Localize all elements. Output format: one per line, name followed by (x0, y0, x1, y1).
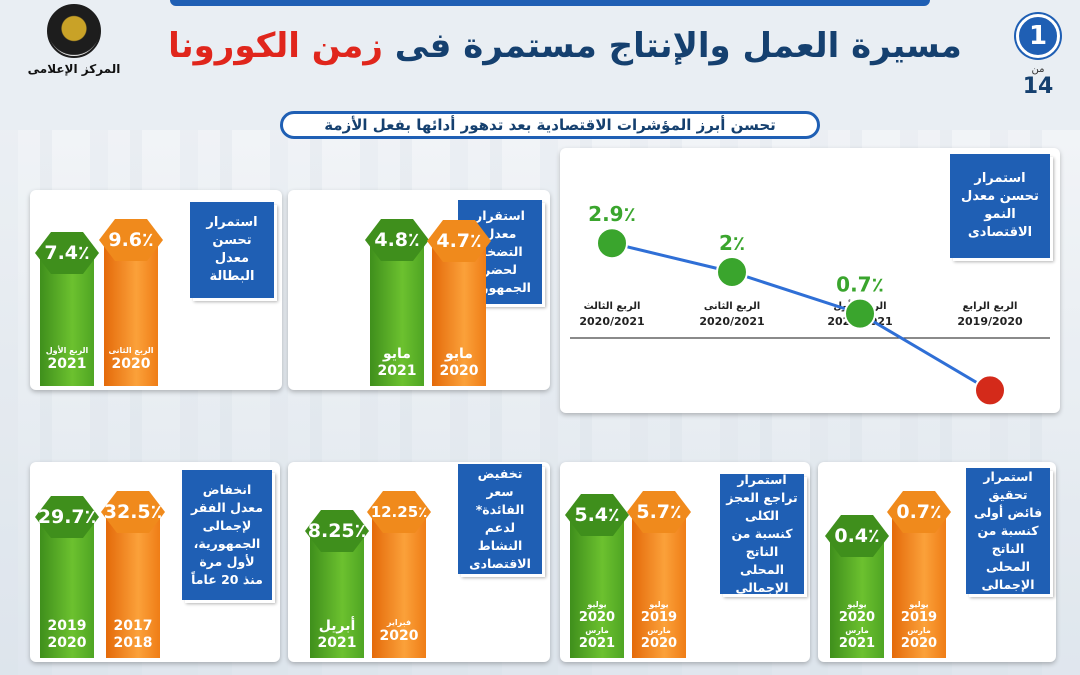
x-tick-label: 2019/2020 (957, 315, 1023, 328)
period-text: يوليو (587, 600, 607, 609)
data-label: 0.4٪ (825, 515, 889, 557)
bar (632, 508, 686, 658)
primary-surplus-panel: استمرار تحقيق فائض أولى كنسبة من الناتج … (818, 462, 1056, 662)
bar (892, 508, 946, 658)
period-label: يوليو 2019 مارس 2020 (632, 600, 686, 652)
period-label: مايو 2020 (432, 346, 486, 380)
period-text: يوليو (847, 600, 867, 609)
overall-deficit-panel: استمرار تراجع العجز الكلى كنسبة من النات… (560, 462, 810, 662)
x-tick-label: 2020/2021 (579, 315, 644, 328)
period-text: الربع الثانى (108, 346, 154, 355)
overall-deficit-note: استمرار تراجع العجز الكلى كنسبة من النات… (720, 472, 804, 595)
period-text: 2021 (377, 363, 417, 379)
period-text: الربع الأول (45, 346, 89, 355)
period-label: أبريل 2021 (310, 618, 364, 652)
period-text: فبراير (386, 618, 412, 627)
title-highlight: زمن الكورونا (168, 26, 383, 66)
bar (370, 236, 424, 386)
x-tick-label: الربع الثالث (584, 301, 641, 312)
period-text: مايو (383, 346, 411, 362)
data-label: 0.7٪ (836, 273, 884, 297)
top-accent-bar (170, 0, 930, 6)
period-text: يوليو (649, 600, 669, 609)
bar (106, 508, 160, 658)
gdp-growth-panel: الربع الثالث 2020/2021 الربع الثانى 2020/20… (560, 148, 1060, 433)
period-label: يوليو 2020 مارس 2021 (830, 600, 884, 652)
period-text: 2020 (47, 635, 87, 651)
data-point (974, 374, 1006, 407)
inflation-panel: استقرار معدل التضخم لحضر الجمهورية 4.8٪ م… (288, 190, 550, 390)
period-text: يوليو (909, 600, 929, 609)
unemployment-panel: استمرار تحسن معدل البطالة 7.4٪ الربع الأو… (30, 190, 282, 390)
period-label: فبراير 2020 (372, 618, 426, 645)
data-point (844, 297, 876, 330)
data-label: 2٪ (719, 231, 745, 255)
data-label: -1.7٪ (962, 409, 1018, 413)
title-main: مسيرة العمل والإنتاج مستمرة فى (394, 26, 962, 66)
period-text: 2021 (578, 636, 616, 651)
period-label: 2019 2020 (40, 618, 94, 652)
series-line (611, 241, 991, 392)
issue-from-label: من (1031, 64, 1045, 75)
interest-rate-panel: تخفيض سعر الفائدة* لدعم النشاط الاقتصادى… (288, 462, 550, 662)
period-label: يوليو 2020 مارس 2021 (570, 600, 624, 652)
subtitle: تحسن أبرز المؤشرات الاقتصادية بعد تدهور … (280, 111, 820, 139)
period-text: 2020 (439, 363, 479, 379)
period-text: مارس (845, 626, 869, 635)
gdp-growth-note: استمرار تحسن معدل النمو الاقتصادى (950, 154, 1050, 258)
period-text: 2021 (838, 636, 876, 651)
x-tick-label: الربع الثانى (704, 301, 760, 312)
issue-total: 14 (1022, 74, 1054, 99)
data-label: 5.4٪ (565, 494, 629, 536)
period-text: 2018 (113, 635, 153, 651)
eagle-emblem-icon (47, 4, 101, 58)
cabinet-emblem: المركز الإعلامى (24, 4, 124, 88)
period-text: 2019 (47, 618, 87, 634)
period-text: 2020 (111, 356, 151, 372)
data-point (716, 256, 748, 288)
period-text: 2019 (900, 610, 938, 625)
period-text: 2019 (640, 610, 678, 625)
unemployment-note: استمرار تحسن معدل البطالة (190, 202, 274, 298)
bar (104, 236, 158, 386)
period-label: 2017 2018 (106, 618, 160, 652)
period-label: يوليو 2019 مارس 2020 (892, 600, 946, 652)
period-label: الربع الأول 2021 (40, 346, 94, 373)
period-text: 2020 (640, 636, 678, 651)
issue-number: 1 (1016, 14, 1060, 58)
x-tick-label: 2020/2021 (699, 315, 764, 328)
period-text: أبريل (318, 618, 356, 634)
interest-rate-note: تخفيض سعر الفائدة* لدعم النشاط الاقتصادى (458, 464, 542, 574)
data-label: 5.7٪ (627, 491, 691, 533)
period-label: مايو 2021 (370, 346, 424, 380)
period-text: مارس (907, 626, 931, 635)
x-tick-label: الربع الرابع (963, 301, 1018, 312)
org-name: المركز الإعلامى (27, 62, 121, 76)
period-text: 2020 (838, 610, 876, 625)
period-text: 2020 (578, 610, 616, 625)
data-label: 2.9٪ (588, 202, 636, 226)
bar (372, 508, 426, 658)
period-text: مارس (647, 626, 671, 635)
period-text: مايو (445, 346, 473, 362)
primary-surplus-note: استمرار تحقيق فائض أولى كنسبة من الناتج … (966, 468, 1050, 594)
period-text: 2020 (379, 628, 419, 644)
data-label: 0.7٪ (887, 491, 951, 533)
poverty-note: انخفاض معدل الفقر لإجمالى الجمهورية، لأو… (182, 470, 272, 600)
page-title: مسيرة العمل والإنتاج مستمرة فى زمن الكور… (130, 26, 1000, 82)
period-text: 2020 (900, 636, 938, 651)
period-text: مارس (585, 626, 609, 635)
period-text: 2021 (47, 356, 87, 372)
poverty-panel: انخفاض معدل الفقر لإجمالى الجمهورية، لأو… (30, 462, 280, 662)
period-text: 2017 (113, 618, 153, 634)
period-label: الربع الثانى 2020 (104, 346, 158, 373)
period-text: 2021 (317, 635, 357, 651)
issue-counter: 1 من 14 (1012, 14, 1064, 114)
data-point (596, 227, 628, 260)
